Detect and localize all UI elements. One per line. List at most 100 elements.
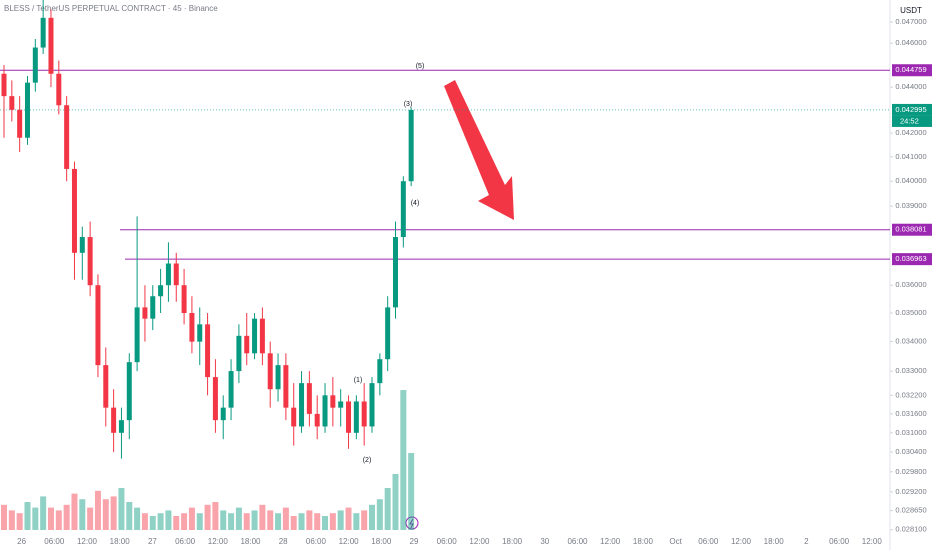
candle-body — [346, 401, 352, 433]
candle-body — [299, 383, 305, 427]
x-tick-label: 27 — [148, 537, 157, 546]
candle-body — [118, 420, 124, 433]
y-tick-label: 0.033000 — [895, 366, 926, 375]
volume-bar — [228, 513, 235, 530]
candle-body — [275, 365, 281, 390]
volume-bar — [40, 496, 47, 530]
candle-body — [291, 407, 297, 427]
x-tick-label: 12:00 — [208, 537, 229, 546]
x-tick-label: 12:00 — [469, 537, 490, 546]
volume-bar — [408, 453, 415, 530]
x-tick-label: 06:00 — [175, 537, 196, 546]
x-tick-label: 18:00 — [633, 537, 654, 546]
x-tick-label: 2 — [804, 537, 809, 546]
x-tick-label: 06:00 — [306, 537, 327, 546]
y-tick-label: 0.046000 — [895, 38, 926, 47]
volume-bar — [212, 502, 219, 530]
y-tick-label: 0.042000 — [895, 128, 926, 137]
countdown: 24:52 — [900, 116, 919, 125]
countdown-bg — [892, 115, 932, 127]
x-tick-label: 12:00 — [77, 537, 98, 546]
level-label-bg — [892, 223, 932, 236]
volume-bar — [16, 513, 23, 530]
x-tick-label: 06:00 — [567, 537, 588, 546]
candle-body — [111, 407, 117, 433]
volume-bar — [282, 507, 289, 530]
volume-bar — [376, 499, 383, 530]
candle-body — [259, 318, 265, 354]
x-tick-label: 26 — [17, 537, 26, 546]
volume-bar — [63, 504, 70, 530]
candle-body — [95, 285, 101, 366]
candle-body — [32, 47, 38, 83]
candle-body — [205, 324, 211, 378]
candle-body — [306, 383, 312, 414]
volume-bar — [369, 504, 376, 530]
candle-body — [322, 395, 328, 427]
y-tick-label: 0.040000 — [895, 176, 926, 185]
candle-body — [236, 335, 242, 372]
volume-bar — [71, 493, 78, 530]
y-tick-label: 0.031600 — [895, 409, 926, 418]
x-tick-label: 12:00 — [339, 537, 360, 546]
x-tick-label: 06:00 — [44, 537, 65, 546]
volume-bar — [290, 516, 297, 530]
volume-bar — [165, 510, 172, 530]
x-tick-label: 06:00 — [437, 537, 458, 546]
candle-body — [212, 377, 218, 421]
x-tick-label: 29 — [410, 537, 419, 546]
y-tick-label: 0.029800 — [895, 467, 926, 476]
x-tick-label: 06:00 — [829, 537, 850, 546]
volume-bar — [24, 502, 31, 530]
candle-body — [142, 307, 148, 319]
y-tick-label: 0.034000 — [895, 337, 926, 346]
candle-body — [267, 353, 273, 390]
volume-bar — [306, 510, 313, 530]
x-tick-label: 12:00 — [600, 537, 621, 546]
candle-body — [181, 285, 187, 314]
candle-body — [361, 401, 367, 427]
volume-bar — [126, 502, 133, 530]
level-label-bg — [892, 103, 932, 116]
candle-body — [377, 359, 383, 384]
candle-body — [87, 237, 93, 286]
volume-bar — [134, 507, 141, 530]
y-tick-label: 0.039000 — [895, 201, 926, 210]
candle-body — [24, 82, 30, 138]
candle-body — [9, 96, 15, 110]
candle-body — [40, 17, 46, 48]
level-label: 0.036963 — [895, 254, 926, 263]
volume-bar — [181, 513, 188, 530]
volume-bar — [267, 510, 274, 530]
volume-bar — [243, 513, 250, 530]
candle-body — [244, 335, 250, 354]
volume-bar — [188, 507, 195, 530]
wave-label: (2) — [363, 457, 372, 464]
candle-body — [330, 395, 336, 408]
level-label: 0.038081 — [895, 225, 926, 234]
wave-label: (5) — [416, 63, 425, 70]
chart-title: BLESS / TetherUS PERPETUAL CONTRACT · 45… — [4, 4, 218, 13]
volume-bar — [55, 510, 62, 530]
candle-body — [48, 17, 54, 74]
y-tick-label: 0.035000 — [895, 308, 926, 317]
y-tick-label: 0.036000 — [895, 280, 926, 289]
candle-body — [150, 296, 156, 319]
volume-bar — [110, 496, 117, 530]
candle-body — [400, 181, 406, 238]
volume-bar — [118, 488, 125, 530]
alert-icon — [405, 516, 419, 530]
volume-bar — [79, 499, 86, 530]
volume-bar — [173, 516, 180, 530]
volume-bar — [353, 513, 360, 530]
candle-body — [408, 109, 414, 182]
volume-bar — [345, 507, 352, 530]
candle-body — [79, 237, 85, 253]
volume-bar — [204, 504, 211, 530]
candle-body — [173, 263, 179, 286]
volume-bar — [314, 513, 321, 530]
volume-bar — [235, 507, 242, 530]
candle-body — [283, 365, 289, 408]
